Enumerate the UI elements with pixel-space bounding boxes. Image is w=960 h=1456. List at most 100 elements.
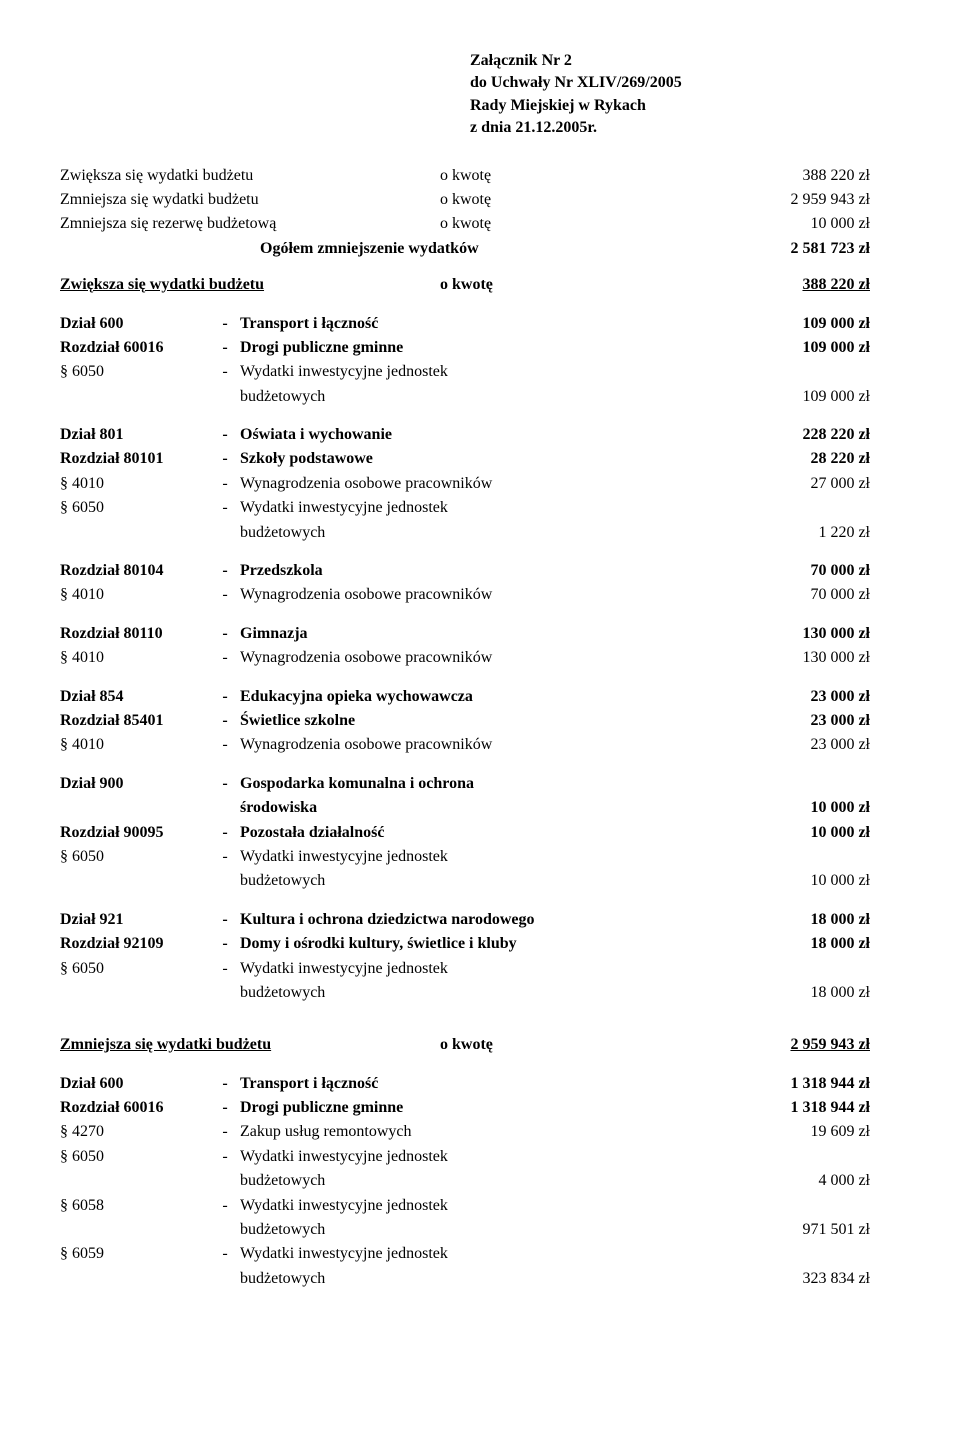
- header-line-3: Rady Miejskiej w Rykach: [470, 95, 900, 117]
- row-value: 27 000 zł: [670, 473, 870, 495]
- row-value: 971 501 zł: [670, 1219, 870, 1241]
- summary-label: Zwiększa się wydatki budżetu: [60, 165, 440, 187]
- row-code: § 6050: [60, 1146, 210, 1168]
- row-desc: Wydatki inwestycyjne jednostek: [240, 1146, 670, 1168]
- row-value: 10 000 zł: [670, 797, 870, 819]
- dash: -: [210, 773, 240, 795]
- row-value: [670, 361, 870, 383]
- row-code: Rozdział 92109: [60, 933, 210, 955]
- dash: -: [210, 710, 240, 732]
- row-value: 10 000 zł: [670, 870, 870, 892]
- dash: -: [210, 361, 240, 383]
- row-desc: Wynagrodzenia osobowe pracowników: [240, 473, 670, 495]
- row-code: Dział 801: [60, 424, 210, 446]
- row-value: 28 220 zł: [670, 448, 870, 470]
- table-row: Rozdział 90095 - Pozostała działalność 1…: [60, 822, 900, 844]
- table-row: budżetowych 4 000 zł: [60, 1170, 900, 1192]
- row-code: Dział 900: [60, 773, 210, 795]
- row-code: Rozdział 80104: [60, 560, 210, 582]
- dash: -: [210, 686, 240, 708]
- row-code: § 4010: [60, 473, 210, 495]
- dash: -: [210, 1146, 240, 1168]
- dash: -: [210, 647, 240, 669]
- row-code: Dział 600: [60, 1073, 210, 1095]
- table-row: Rozdział 60016 - Drogi publiczne gminne …: [60, 1097, 900, 1119]
- row-value: 228 220 zł: [670, 424, 870, 446]
- table-row: § 4010 - Wynagrodzenia osobowe pracownik…: [60, 734, 900, 756]
- dash: -: [210, 958, 240, 980]
- dash: -: [210, 1073, 240, 1095]
- table-row: budżetowych 10 000 zł: [60, 870, 900, 892]
- row-desc: budżetowych: [240, 1219, 670, 1241]
- row-value: [670, 1195, 870, 1217]
- dash: -: [210, 734, 240, 756]
- summary-mid: o kwotę: [440, 165, 620, 187]
- summary-total: Ogółem zmniejszenie wydatków 2 581 723 z…: [260, 238, 900, 260]
- table-row: § 4270 - Zakup usług remontowych 19 609 …: [60, 1121, 900, 1143]
- dash: -: [210, 1121, 240, 1143]
- table-row: Dział 854 - Edukacyjna opieka wychowawcz…: [60, 686, 900, 708]
- table-row: środowiska 10 000 zł: [60, 797, 900, 819]
- row-desc: Wydatki inwestycyjne jednostek: [240, 497, 670, 519]
- section-title-text: Zmniejsza się wydatki budżetu: [60, 1034, 440, 1056]
- dash: -: [210, 560, 240, 582]
- row-value: 19 609 zł: [670, 1121, 870, 1143]
- summary-row-3: Zmniejsza się rezerwę budżetową o kwotę …: [60, 213, 900, 235]
- row-desc: Edukacyjna opieka wychowawcza: [240, 686, 670, 708]
- row-desc: Oświata i wychowanie: [240, 424, 670, 446]
- dash: -: [210, 1195, 240, 1217]
- section-title-value: 388 220 zł: [620, 274, 870, 296]
- row-value: 1 318 944 zł: [670, 1073, 870, 1095]
- summary-label: Zmniejsza się wydatki budżetu: [60, 189, 440, 211]
- row-code: § 4270: [60, 1121, 210, 1143]
- table-row: Dział 921 - Kultura i ochrona dziedzictw…: [60, 909, 900, 931]
- row-desc: Wydatki inwestycyjne jednostek: [240, 361, 670, 383]
- section-title-mid: o kwotę: [440, 1034, 620, 1056]
- row-code: § 4010: [60, 647, 210, 669]
- table-row: § 4010 - Wynagrodzenia osobowe pracownik…: [60, 473, 900, 495]
- row-desc: Wydatki inwestycyjne jednostek: [240, 846, 670, 868]
- row-code: Rozdział 90095: [60, 822, 210, 844]
- summary-row-1: Zwiększa się wydatki budżetu o kwotę 388…: [60, 165, 900, 187]
- row-desc: Transport i łączność: [240, 1073, 670, 1095]
- table-row: Rozdział 80104 - Przedszkola 70 000 zł: [60, 560, 900, 582]
- table-row: Rozdział 80101 - Szkoły podstawowe 28 22…: [60, 448, 900, 470]
- summary-value: 10 000 zł: [620, 213, 870, 235]
- row-value: 23 000 zł: [670, 710, 870, 732]
- row-desc: Kultura i ochrona dziedzictwa narodowego: [240, 909, 670, 931]
- table-row: budżetowych 1 220 zł: [60, 522, 900, 544]
- dash: -: [210, 584, 240, 606]
- row-value: 18 000 zł: [670, 909, 870, 931]
- dash: -: [210, 822, 240, 844]
- row-desc: Drogi publiczne gminne: [240, 1097, 670, 1119]
- section-title-value: 2 959 943 zł: [620, 1034, 870, 1056]
- header-line-4: z dnia 21.12.2005r.: [470, 117, 900, 139]
- section-title-text: Zwiększa się wydatki budżetu: [60, 274, 440, 296]
- row-desc: budżetowych: [240, 522, 670, 544]
- table-row: § 6050 - Wydatki inwestycyjne jednostek: [60, 361, 900, 383]
- dash: -: [210, 497, 240, 519]
- row-value: 109 000 zł: [670, 313, 870, 335]
- row-value: 23 000 zł: [670, 734, 870, 756]
- table-row: § 6058 - Wydatki inwestycyjne jednostek: [60, 1195, 900, 1217]
- row-value: [670, 497, 870, 519]
- row-desc: budżetowych: [240, 386, 670, 408]
- row-desc: budżetowych: [240, 1268, 670, 1290]
- table-row: Rozdział 60016 - Drogi publiczne gminne …: [60, 337, 900, 359]
- row-code: Dział 854: [60, 686, 210, 708]
- row-value: 109 000 zł: [670, 386, 870, 408]
- row-desc: budżetowych: [240, 1170, 670, 1192]
- row-desc: Gospodarka komunalna i ochrona: [240, 773, 670, 795]
- row-value: 70 000 zł: [670, 560, 870, 582]
- row-code: Dział 921: [60, 909, 210, 931]
- dash: -: [210, 448, 240, 470]
- header-line-2: do Uchwały Nr XLIV/269/2005: [470, 72, 900, 94]
- row-value: 10 000 zł: [670, 822, 870, 844]
- table-row: Rozdział 80110 - Gimnazja 130 000 zł: [60, 623, 900, 645]
- row-value: 1 318 944 zł: [670, 1097, 870, 1119]
- attachment-header: Załącznik Nr 2 do Uchwały Nr XLIV/269/20…: [470, 50, 900, 140]
- row-desc: Zakup usług remontowych: [240, 1121, 670, 1143]
- row-code: Rozdział 60016: [60, 1097, 210, 1119]
- row-value: 1 220 zł: [670, 522, 870, 544]
- row-value: 4 000 zł: [670, 1170, 870, 1192]
